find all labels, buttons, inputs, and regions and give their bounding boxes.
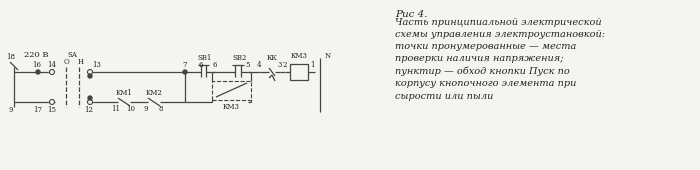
Text: 6: 6 [213,61,217,69]
Text: 220 В: 220 В [24,51,48,59]
Text: SA: SA [67,51,77,59]
Text: SB1: SB1 [198,54,212,62]
Text: 3: 3 [278,61,282,69]
Text: KM1: KM1 [116,89,132,97]
Circle shape [88,70,92,74]
Text: 18: 18 [6,53,15,61]
Text: КК: КК [267,54,277,62]
Text: 14: 14 [48,61,57,69]
Circle shape [36,70,40,74]
Circle shape [88,74,92,78]
Text: 17: 17 [34,106,43,114]
Text: КМ3: КМ3 [223,103,240,111]
Text: Часть принципиальной электрической
схемы управления электроустановкой:
точки про: Часть принципиальной электрической схемы… [395,18,605,101]
Text: SB2: SB2 [233,54,247,62]
Circle shape [88,96,92,100]
Text: 2: 2 [283,61,287,69]
Text: 12: 12 [85,106,94,114]
Text: Рис 4.: Рис 4. [395,10,428,19]
Bar [290,64,308,80]
Text: 15: 15 [48,106,57,114]
Text: 6: 6 [199,61,203,69]
Circle shape [50,99,55,105]
Text: Н: Н [78,58,84,66]
Text: 8: 8 [159,105,163,113]
Text: 1: 1 [309,61,314,69]
Circle shape [88,99,92,105]
Text: 13: 13 [92,61,101,69]
Text: 5: 5 [246,61,251,69]
Circle shape [183,70,187,74]
Text: КМ3: КМ3 [290,52,307,60]
Bar [212,81,251,100]
Text: N: N [325,52,331,60]
Text: 11: 11 [111,105,120,113]
Text: 9: 9 [144,105,148,113]
Text: 10: 10 [127,105,136,113]
Text: 9: 9 [8,106,13,114]
Text: 16: 16 [32,61,41,69]
Text: KM2: KM2 [146,89,162,97]
Text: 4: 4 [257,61,261,69]
Circle shape [50,70,55,74]
Text: 7: 7 [183,61,188,69]
Text: О: О [64,58,70,66]
